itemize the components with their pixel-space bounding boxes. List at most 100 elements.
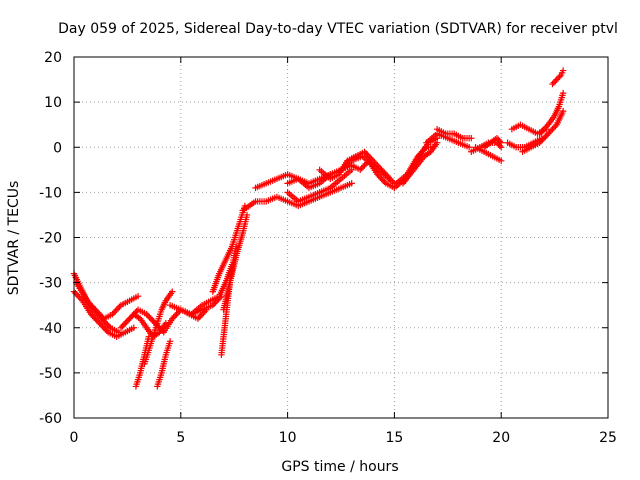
- data-point: [75, 292, 82, 300]
- data-point: [143, 311, 150, 318]
- data-point: [379, 168, 387, 175]
- data-point: [372, 160, 380, 167]
- data-point: [536, 139, 543, 146]
- x-tick-label: 15: [385, 430, 403, 446]
- data-point: [539, 127, 546, 134]
- data-point: [359, 163, 367, 171]
- grid-lines: [74, 57, 608, 418]
- y-tick-label: 10: [44, 95, 62, 111]
- data-point: [540, 126, 548, 133]
- x-tick-label: 0: [70, 430, 79, 446]
- data-point: [126, 315, 133, 322]
- data-point: [421, 145, 429, 152]
- data-point: [209, 301, 217, 309]
- data-point: [537, 129, 545, 136]
- y-tick-label: -20: [39, 231, 62, 247]
- data-point: [95, 318, 102, 325]
- data-point: [552, 77, 559, 85]
- data-point: [150, 318, 157, 325]
- data-point: [127, 314, 135, 321]
- data-point: [374, 162, 381, 169]
- data-point: [243, 211, 251, 219]
- data-point: [559, 67, 567, 74]
- data-point: [112, 308, 119, 315]
- data-point: [384, 172, 391, 180]
- y-tick-label: -40: [39, 321, 62, 337]
- x-tick-label: 10: [279, 430, 297, 446]
- data-point: [194, 315, 202, 322]
- data-point: [114, 304, 122, 312]
- series-track-ah: [549, 67, 567, 88]
- data-point: [543, 132, 550, 139]
- data-points: [70, 67, 567, 390]
- data-point: [549, 126, 556, 133]
- data-point: [542, 133, 549, 140]
- y-tick-label: -50: [39, 366, 62, 382]
- data-point: [102, 320, 110, 327]
- data-point: [96, 320, 103, 327]
- data-point: [550, 124, 558, 131]
- y-tick-label: -30: [39, 276, 62, 292]
- data-point: [98, 315, 105, 322]
- data-point: [559, 89, 567, 97]
- data-point: [554, 74, 562, 82]
- data-point: [543, 122, 550, 130]
- data-point: [97, 321, 105, 328]
- data-point: [116, 303, 123, 310]
- data-point: [496, 138, 503, 145]
- data-point: [433, 139, 441, 146]
- data-point: [542, 124, 549, 131]
- data-point: [72, 289, 79, 297]
- data-point: [348, 180, 355, 187]
- data-point: [200, 309, 207, 316]
- data-point: [539, 136, 546, 143]
- series-track-u: [348, 157, 398, 192]
- data-point: [495, 136, 502, 143]
- data-point: [117, 324, 125, 331]
- data-point: [368, 156, 375, 163]
- data-point: [170, 314, 177, 321]
- chart-title: Day 059 of 2025, Sidereal Day-to-day VTE…: [58, 21, 618, 37]
- x-tick-label: 25: [599, 430, 617, 446]
- data-point: [361, 162, 368, 169]
- data-point: [90, 306, 97, 313]
- data-point: [211, 300, 218, 307]
- data-point: [73, 291, 81, 298]
- data-point: [100, 324, 108, 331]
- data-point: [196, 314, 203, 321]
- series-track-q: [284, 166, 355, 205]
- series-track-y: [423, 130, 473, 151]
- series-track-l: [209, 202, 249, 295]
- data-point: [552, 122, 559, 130]
- data-point: [547, 127, 555, 134]
- data-point: [173, 311, 180, 318]
- data-point: [144, 312, 152, 319]
- data-point: [416, 151, 423, 158]
- x-tick-label: 5: [176, 430, 185, 446]
- series-track-m: [220, 211, 251, 313]
- data-point: [553, 76, 560, 83]
- data-point: [130, 324, 138, 331]
- data-point: [99, 317, 107, 324]
- data-point: [122, 320, 129, 327]
- data-point: [417, 150, 424, 157]
- data-point: [149, 317, 156, 324]
- data-point: [362, 160, 370, 167]
- data-point: [105, 323, 113, 330]
- data-point: [87, 311, 95, 318]
- y-tick-label: 20: [44, 50, 62, 66]
- data-point: [77, 295, 85, 303]
- series-track-b: [70, 288, 138, 340]
- y-tick-label: -60: [39, 411, 62, 427]
- data-point: [465, 144, 473, 151]
- series-track-ac: [480, 135, 505, 151]
- data-point: [556, 73, 563, 80]
- data-point: [99, 323, 106, 330]
- data-point: [386, 175, 394, 183]
- series-track-ag: [536, 89, 567, 137]
- data-point: [358, 165, 365, 172]
- data-point: [375, 172, 382, 180]
- data-point: [169, 288, 176, 295]
- data-point: [381, 169, 388, 177]
